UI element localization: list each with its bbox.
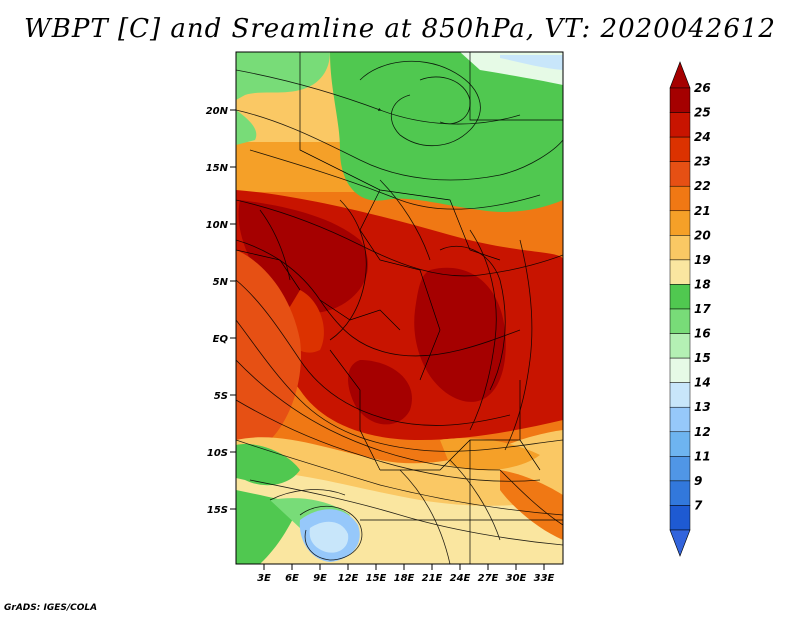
colorbar-segment: [669, 308, 691, 334]
colorbar-segment: [669, 136, 691, 162]
lon-label-21e: 21E: [422, 573, 443, 584]
lat-label-10s: 10S: [207, 448, 228, 459]
colorbar-segment: [669, 259, 691, 285]
lat-label-15n: 15N: [206, 163, 229, 174]
colorbar-label: 25: [694, 106, 711, 120]
colorbar-segment: [669, 333, 691, 359]
plot-title: WBPT [C] and Sreamline at 850hPa, VT: 20…: [24, 14, 776, 44]
latitude-axis: 20N 15N 10N 5N EQ 5S 10S 15S: [206, 106, 236, 516]
longitude-axis: 3E 6E 9E 12E 15E 18E 21E 24E 27E 30E 33E: [257, 564, 555, 584]
colorbar-segment: [669, 505, 691, 531]
colorbar-segment: [669, 161, 691, 187]
colorbar-label: 12: [694, 425, 711, 439]
colorbar-label: 20: [694, 228, 711, 242]
colorbar-label: 23: [694, 155, 711, 169]
colorbar-label: 9: [694, 474, 702, 488]
lat-label-10n: 10N: [206, 220, 229, 231]
colorbar-segment: [669, 480, 691, 506]
colorbar-label: 19: [694, 253, 711, 267]
colorbar-label: 13: [694, 400, 711, 414]
colorbar-label: 22: [694, 179, 711, 193]
colorbar-label: 17: [694, 302, 711, 316]
colorbar-bottom-arrow: [669, 529, 691, 557]
lon-label-33e: 33E: [534, 573, 555, 584]
colorbar-segment: [669, 382, 691, 408]
colorbar-segment: [669, 406, 691, 433]
lon-label-12e: 12E: [338, 573, 359, 584]
grads-credit: GrADS: IGES/COLA: [4, 603, 98, 613]
colorbar-label: 18: [694, 277, 711, 291]
lon-label-3e: 3E: [257, 573, 271, 584]
lon-label-18e: 18E: [394, 573, 415, 584]
colorbar-segment: [669, 456, 691, 482]
colorbar-segment: [669, 112, 691, 138]
lat-label-5n: 5N: [213, 277, 229, 288]
colorbar-segment: [669, 235, 691, 261]
colorbar-label: 15: [694, 351, 711, 365]
lon-label-9e: 9E: [313, 573, 327, 584]
map-frame: [235, 51, 564, 565]
colorbar-top-arrow: [669, 61, 691, 89]
lon-label-15e: 15E: [366, 573, 387, 584]
lat-label-5s: 5S: [214, 391, 228, 402]
country-borders: [236, 52, 563, 564]
lon-label-30e: 30E: [506, 573, 527, 584]
colorbar-segment: [669, 87, 691, 113]
lat-label-15s: 15S: [207, 505, 228, 516]
lon-label-24e: 24E: [450, 573, 471, 584]
colorbar-segment: [669, 185, 691, 212]
colorbar-segment: [669, 357, 691, 383]
colorbar-label: 7: [694, 498, 703, 512]
lat-label-20n: 20N: [206, 106, 229, 117]
colorbar-label: 16: [694, 327, 711, 341]
wbpt-field: [236, 52, 563, 564]
lat-label-eq: EQ: [213, 334, 229, 345]
colorbar-label: 21: [694, 204, 711, 218]
colorbar-segment: [669, 210, 691, 236]
lon-label-6e: 6E: [285, 573, 299, 584]
colorbar-segment: [669, 284, 691, 310]
colorbar-segment: [669, 431, 691, 457]
colorbar-label: 11: [694, 449, 711, 463]
colorbar: 26 25 24 23 22 21 20 19 18 17 16 15 14 13 12 11 9 7: [669, 61, 711, 557]
colorbar-label: 26: [694, 81, 711, 95]
lon-label-27e: 27E: [478, 573, 499, 584]
colorbar-label: 14: [694, 376, 711, 390]
colorbar-label: 24: [694, 130, 711, 144]
